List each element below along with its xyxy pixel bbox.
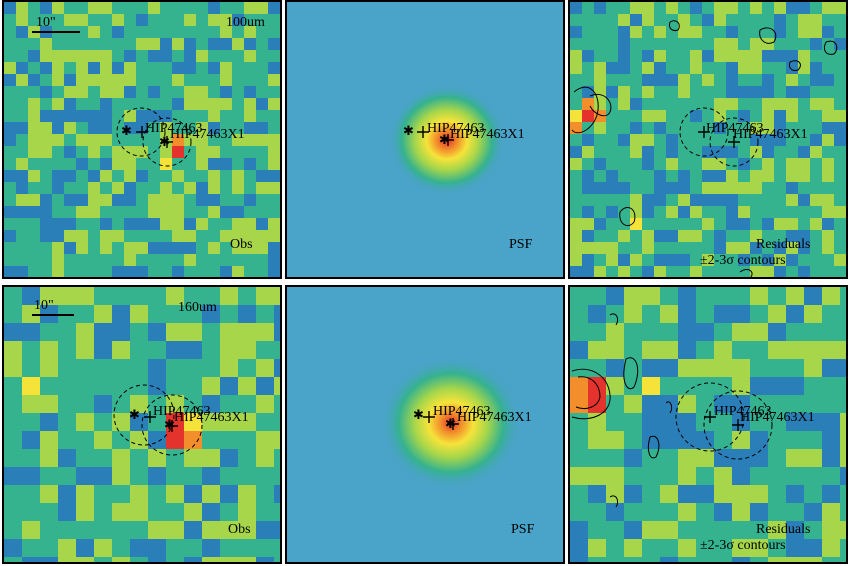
source-label-primary: HIP47463: [153, 404, 211, 419]
aperture-circle-secondary: [709, 117, 759, 167]
plus-marker-icon: [417, 126, 429, 138]
plus-marker-icon: [161, 136, 173, 148]
resid-100um-image: HIP47463 HIP47463X1 Residuals ±2-3σ cont…: [570, 2, 846, 277]
panel-label-contours: ±2-3σ contours: [700, 538, 786, 553]
plus-marker-icon: [728, 136, 740, 148]
panel-label-contours: ±2-3σ contours: [700, 253, 786, 268]
panel-label-residuals: Residuals: [756, 237, 810, 252]
star-marker-icon: ✱: [164, 417, 175, 432]
plus-marker-icon: [136, 126, 148, 138]
plus-marker-icon: [144, 411, 156, 423]
band-label: 160um: [178, 300, 217, 315]
resid-100um-panel: HIP47463 HIP47463X1 Residuals ±2-3σ cont…: [568, 0, 848, 279]
psf-160um-panel: ✱ ✱ HIP47463 HIP47463X1 PSF: [285, 285, 565, 564]
aperture-circle-primary: [113, 384, 175, 446]
plus-marker-icon: [698, 126, 710, 138]
star-marker-icon: ✱: [121, 123, 132, 138]
plus-marker-icon: [704, 411, 716, 423]
source-label-secondary: HIP47463X1: [450, 127, 525, 142]
aperture-circle-primary: [675, 382, 745, 452]
source-label-primary: HIP47463: [706, 121, 764, 136]
panel-label-obs: Obs: [230, 237, 253, 252]
aperture-circle-secondary: [141, 394, 203, 456]
psf-100um-panel: ✱ ✱ HIP47463 HIP47463X1 PSF: [285, 0, 565, 279]
resid-160um-panel: HIP47463 HIP47463X1 Residuals ±2-3σ cont…: [568, 285, 848, 564]
panel-label-psf: PSF: [511, 522, 535, 537]
obs-100um-image: ✱ ✱ HIP47463 HIP47463X1 10" 100um Obs: [4, 2, 280, 277]
plus-marker-icon: [442, 134, 454, 146]
psf-100um-image: ✱ ✱ HIP47463 HIP47463X1 PSF: [287, 2, 563, 277]
residual-contours: [571, 313, 673, 508]
plus-marker-icon: [447, 418, 459, 430]
scale-bar-label: 10": [34, 298, 54, 313]
source-label-primary: HIP47463: [145, 121, 203, 136]
residual-contours: [571, 20, 838, 277]
source-label-secondary: HIP47463X1: [174, 410, 249, 425]
plus-marker-icon: [423, 411, 435, 423]
psf-160um-image: ✱ ✱ HIP47463 HIP47463X1 PSF: [287, 287, 563, 562]
resid-160um-image: HIP47463 HIP47463X1 Residuals ±2-3σ cont…: [570, 287, 846, 562]
aperture-circle-secondary: [142, 117, 192, 167]
panel-label-obs: Obs: [228, 522, 251, 537]
band-label: 100um: [226, 15, 265, 30]
scale-bar-label: 10": [36, 15, 56, 30]
obs-160um-panel: ✱ ✱ HIP47463 HIP47463X1 10" 160um Obs: [2, 285, 282, 564]
panel-label-psf: PSF: [509, 237, 533, 252]
star-marker-icon: ✱: [403, 123, 414, 138]
source-label-secondary: HIP47463X1: [170, 127, 245, 142]
psf-peak: [381, 357, 521, 489]
source-label-secondary: HIP47463X1: [457, 410, 532, 425]
aperture-circle-primary: [679, 107, 729, 157]
source-label-primary: HIP47463: [427, 121, 485, 136]
star-marker-icon: ✱: [129, 407, 140, 422]
obs-160um-image: ✱ ✱ HIP47463 HIP47463X1 10" 160um Obs: [4, 287, 280, 562]
source-label-secondary: HIP47463X1: [740, 410, 815, 425]
source-label-secondary: HIP47463X1: [733, 127, 808, 142]
panel-label-residuals: Residuals: [756, 522, 810, 537]
aperture-circle-primary: [116, 107, 166, 157]
aperture-circle-secondary: [703, 390, 773, 460]
source-overlay: ✱ ✱ HIP47463 HIP47463X1: [116, 107, 245, 167]
source-label-primary: HIP47463: [714, 404, 772, 419]
obs-100um-panel: ✱ ✱ HIP47463 HIP47463X1 10" 100um Obs: [2, 0, 282, 279]
plus-marker-icon: [732, 419, 744, 431]
plus-marker-icon: [166, 420, 178, 432]
source-label-primary: HIP47463: [433, 404, 491, 419]
star-marker-icon: ✱: [413, 407, 424, 422]
